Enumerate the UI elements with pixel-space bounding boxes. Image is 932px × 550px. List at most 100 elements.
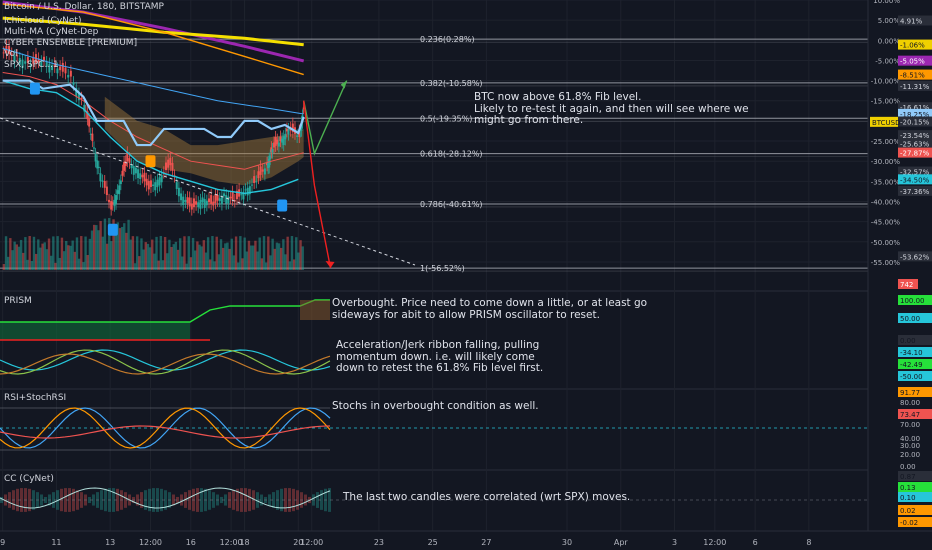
volume-bar — [288, 261, 292, 270]
legend-ichicloud[interactable]: Ichicloud (CyNet) — [4, 16, 82, 26]
volume-bar — [95, 225, 98, 270]
fib-label: 0.236(0.28%) — [420, 35, 475, 44]
cc-bar — [268, 494, 271, 506]
rsi-badge — [898, 409, 932, 419]
cc-bar — [32, 490, 35, 510]
fib-label: 0.382(-10.58%) — [420, 79, 483, 88]
legend-multi-ma[interactable]: Multi-MA (CyNet-Dep — [4, 27, 99, 37]
candle-body — [126, 152, 129, 162]
cc-bar — [56, 490, 59, 510]
time-tick-label: 3 — [672, 538, 677, 547]
candle-body — [96, 160, 99, 169]
volume-bar — [297, 252, 300, 270]
volume-bar — [69, 245, 72, 270]
candle-body — [281, 138, 284, 143]
candle-body — [145, 178, 148, 186]
price-badge — [898, 69, 932, 80]
grid — [0, 0, 932, 531]
cc-bar — [104, 488, 107, 512]
annotation-main-line-3: might go from there. — [474, 114, 584, 126]
candle-body — [291, 123, 294, 133]
candle-body — [229, 196, 232, 199]
cc-bar — [136, 494, 139, 506]
candle-body — [94, 153, 97, 162]
volume-bar — [101, 236, 104, 270]
cc-title[interactable]: CC (CyNet) — [4, 474, 54, 484]
signal-marker — [29, 82, 40, 95]
candle-body — [248, 186, 251, 195]
rsi-title[interactable]: RSI+StochRSI — [4, 393, 67, 403]
volume-bar — [4, 236, 8, 270]
legend-spx[interactable]: SPX, SPC...1 — [4, 60, 59, 70]
volume-bar — [90, 230, 94, 270]
cc-bar — [68, 488, 71, 512]
candle-body — [123, 162, 126, 171]
volume-bar — [153, 253, 156, 270]
annotation-main-line-2: Likely to re-test it again, and then wil… — [474, 102, 749, 115]
volume-bar — [275, 242, 279, 270]
annotation-cc-line-1: The last two candles were correlated (wr… — [343, 491, 631, 503]
volume-bar — [54, 262, 57, 270]
candle-body — [113, 199, 116, 206]
cc-bar — [116, 488, 119, 512]
volume-bar — [277, 243, 281, 270]
candle-body — [88, 119, 91, 127]
annotation-prism-line-2: sideways for abit to allow PRISM oscilla… — [332, 308, 600, 321]
price-badge — [898, 174, 932, 185]
prism-pane — [0, 299, 331, 375]
price-tick-label: 10.00% — [873, 0, 900, 5]
price-tick-label: -45.00% — [871, 219, 901, 227]
price-axis[interactable]: 10.00% 5.00% 0.00% -5.00% -10.00% -15.00% -20.… — [867, 0, 932, 531]
price-badge-label: -1.06% — [900, 42, 925, 50]
cc-line — [0, 487, 331, 509]
candle-body — [171, 162, 174, 171]
candle-body — [192, 198, 195, 208]
cc-bar — [44, 496, 47, 504]
candle-body — [255, 181, 258, 183]
candle-body — [149, 180, 152, 187]
candle-body — [13, 55, 16, 63]
prism-badge — [898, 371, 932, 381]
candle-body — [91, 133, 94, 142]
volume-bar — [194, 250, 197, 270]
volume-bar — [47, 238, 51, 270]
candle-body — [268, 158, 271, 168]
signal-marker — [107, 223, 118, 236]
price-tick-label: -50.00% — [871, 239, 901, 247]
time-axis-background — [0, 531, 932, 550]
candle-body — [220, 195, 223, 205]
volume-bar — [60, 237, 64, 270]
ma-cyan-line — [2, 79, 299, 195]
prism-title[interactable]: PRISM — [4, 296, 32, 306]
annotation-main-line-1: BTC now above 61.8% Fib level. — [474, 91, 642, 103]
candle-body — [116, 190, 119, 194]
candle-body — [240, 194, 243, 196]
price-badge-label: -34.50% — [900, 176, 930, 184]
legend-cyber-ensemble[interactable]: CYBER ENSEMBLE [PREMIUM] — [4, 38, 138, 48]
volume-bar — [282, 239, 285, 270]
volume-bar — [45, 249, 49, 270]
symbol-tag-label: BTCUSD — [872, 119, 901, 127]
volume-bar — [271, 238, 274, 270]
cc-tick-label: 0.13 — [900, 484, 916, 492]
candle-body — [284, 133, 287, 140]
volume-bar — [15, 244, 18, 270]
prism-tick-label: -42.49 — [900, 361, 923, 369]
price-badge — [898, 15, 932, 26]
volume-bar — [84, 236, 87, 270]
candle-body — [64, 67, 67, 74]
symbol-legend[interactable]: Bitcoin / U.S. Dollar, 180, BITSTAMP — [4, 2, 164, 12]
candle-body — [188, 197, 191, 207]
annotation-accel-line-1: Acceleration/Jerk ribbon falling, pullin… — [336, 339, 540, 351]
volume-bar — [226, 242, 229, 270]
cc-bar — [88, 496, 91, 504]
price-badge-label: -27.87% — [900, 150, 930, 158]
volume-bar — [142, 249, 145, 270]
price-tick-label: -40.00% — [871, 198, 901, 206]
annotation-main: BTC now above 61.8% Fib level. Likely to… — [474, 91, 749, 127]
legend-vol[interactable]: Vol — [4, 49, 18, 59]
volume-bar — [258, 237, 261, 270]
volume-bar — [24, 237, 27, 270]
